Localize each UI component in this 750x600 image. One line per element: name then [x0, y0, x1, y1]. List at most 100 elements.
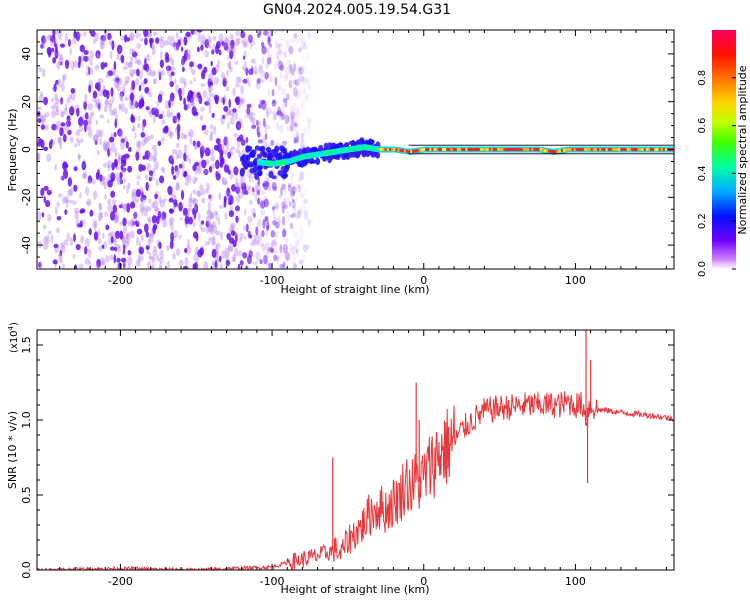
noise-mark [213, 210, 218, 216]
noise-mark [175, 182, 181, 192]
noise-mark [83, 55, 89, 62]
noise-mark [152, 51, 156, 56]
noise-mark [135, 151, 140, 161]
noise-mark [146, 216, 152, 222]
noise-mark [187, 131, 191, 137]
noise-mark [147, 238, 151, 247]
noise-mark [298, 67, 303, 75]
noise-mark [154, 108, 159, 118]
noise-mark [291, 204, 296, 215]
noise-mark [139, 37, 144, 42]
noise-mark [189, 136, 192, 146]
noise-mark [212, 221, 216, 229]
noise-mark [165, 52, 169, 60]
noise-mark [280, 251, 285, 258]
noise-mark [222, 177, 228, 185]
noise-mark [242, 67, 247, 72]
noise-mark [152, 115, 156, 124]
noise-mark [182, 207, 189, 216]
noise-mark [180, 46, 184, 52]
ridge-band-mark [259, 159, 262, 166]
noise-mark [199, 115, 204, 121]
noise-mark [163, 40, 169, 46]
noise-mark [290, 178, 294, 184]
noise-mark [175, 142, 180, 149]
ridge-band-mark [268, 160, 271, 167]
noise-mark [124, 241, 129, 248]
y-tick-label: 40 [20, 47, 33, 61]
noise-mark [75, 31, 81, 42]
noise-mark [230, 39, 235, 50]
noise-mark [97, 169, 100, 177]
noise-mark [232, 87, 236, 97]
noise-mark [293, 139, 300, 144]
noise-mark [214, 260, 218, 268]
noise-mark [138, 140, 142, 150]
noise-mark [176, 123, 181, 133]
noise-mark [258, 30, 262, 36]
noise-mark [89, 50, 95, 60]
noise-mark [223, 105, 229, 112]
noise-mark [188, 200, 193, 211]
ridge-core-mark [429, 148, 432, 151]
noise-mark [145, 231, 149, 238]
noise-mark [293, 127, 296, 135]
noise-mark [289, 170, 294, 180]
noise-mark [298, 177, 302, 183]
noise-mark [134, 101, 139, 109]
noise-mark [55, 109, 60, 116]
noise-mark [283, 188, 287, 196]
noise-mark [270, 229, 274, 238]
noise-mark [281, 107, 285, 118]
noise-mark [287, 64, 293, 72]
noise-mark [110, 87, 114, 97]
noise-mark [191, 199, 195, 204]
noise-mark [119, 171, 123, 179]
ridge-core-mark [609, 148, 613, 151]
ridge-core-mark [664, 148, 668, 151]
noise-mark [140, 97, 144, 106]
noise-mark [289, 105, 294, 113]
noise-mark [185, 244, 192, 255]
ridge-band-mark [281, 159, 285, 166]
noise-mark [298, 65, 302, 72]
noise-mark [153, 245, 157, 252]
noise-mark [253, 234, 257, 243]
noise-mark [270, 108, 273, 115]
noise-mark [218, 217, 221, 226]
noise-mark [253, 261, 259, 266]
noise-mark [229, 34, 234, 40]
noise-mark [47, 213, 52, 222]
ridge-core-mark [393, 148, 396, 151]
ridge-core-mark [535, 148, 538, 151]
noise-mark [145, 181, 149, 191]
noise-mark [40, 139, 45, 149]
noise-mark [93, 133, 99, 144]
ridge-core-mark [431, 148, 434, 151]
noise-mark [60, 122, 66, 127]
noise-mark [238, 237, 243, 243]
noise-mark [129, 34, 135, 41]
noise-mark [102, 36, 106, 46]
noise-mark [126, 184, 129, 195]
noise-mark [293, 137, 299, 143]
noise-mark [270, 242, 273, 252]
noise-mark [60, 242, 64, 252]
noise-mark [83, 101, 87, 110]
noise-mark [172, 175, 177, 180]
colorbar-tick-label: 0.2 [697, 213, 708, 229]
ridge-core-mark [401, 149, 404, 153]
noise-mark [62, 244, 66, 253]
noise-mark [197, 165, 200, 172]
noise-mark [161, 167, 166, 173]
noise-mark [119, 178, 124, 185]
noise-mark [52, 57, 57, 64]
noise-mark [40, 188, 45, 197]
noise-mark [144, 86, 149, 94]
ridge-band-mark [350, 146, 353, 153]
noise-mark [277, 43, 281, 50]
noise-mark [136, 236, 139, 246]
noise-mark [203, 261, 209, 269]
noise-mark [274, 221, 280, 229]
